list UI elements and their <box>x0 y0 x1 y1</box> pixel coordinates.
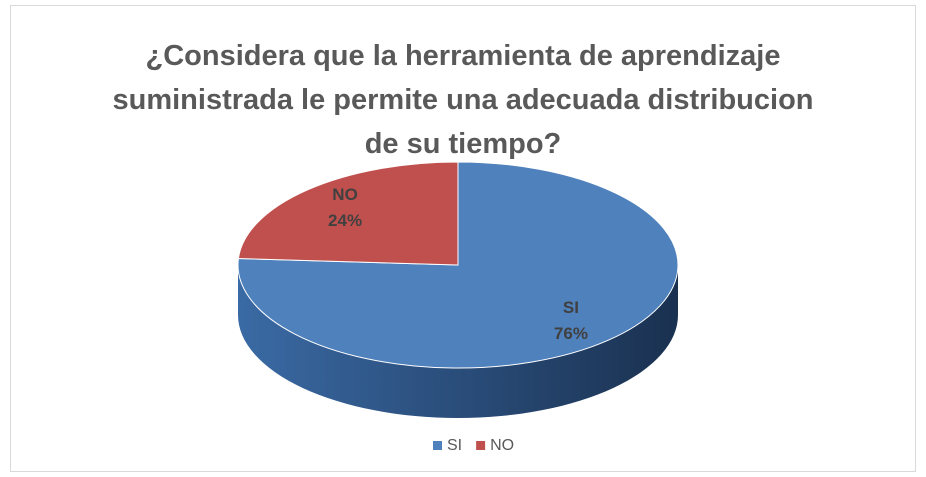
legend-label: SI <box>447 437 462 454</box>
data-label-category: NO <box>332 185 358 204</box>
legend-swatch <box>433 441 442 450</box>
data-label-value: 76% <box>554 324 588 343</box>
pie-slice <box>237 161 459 266</box>
data-label-category: SI <box>563 298 579 317</box>
legend: SI NO <box>433 437 514 454</box>
chart-title: ¿Considera que la herramienta de aprendi… <box>112 40 814 160</box>
chart-border <box>10 5 916 472</box>
pie-side <box>238 265 678 418</box>
legend-swatch <box>476 441 486 450</box>
legend-label: NO <box>490 437 514 454</box>
data-label-value: 24% <box>328 211 362 230</box>
